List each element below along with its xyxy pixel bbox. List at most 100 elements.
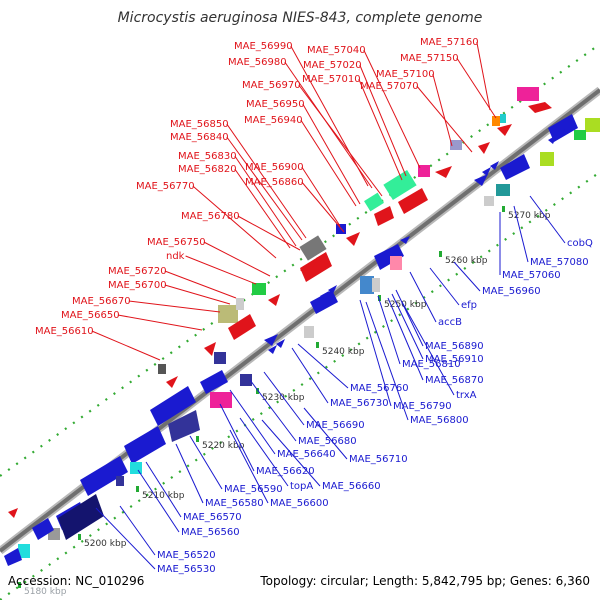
- gene-label: MAE_56780: [181, 211, 240, 222]
- gene-label: ndk: [166, 251, 185, 262]
- gene-label: MAE_56680: [298, 436, 357, 447]
- tick-mark: [78, 534, 81, 540]
- gene-label: MAE_56640: [277, 449, 336, 460]
- gene-label: MAE_56810: [402, 359, 461, 370]
- feature-block: [540, 152, 554, 166]
- tick-label: 5260 kbp: [445, 256, 488, 266]
- leader-line: [409, 271, 437, 323]
- feature-arrow: [374, 206, 394, 226]
- leader-line: [290, 45, 369, 187]
- map-title: Microcystis aeruginosa NIES-843, complet…: [117, 10, 483, 26]
- leader-line: [239, 417, 289, 487]
- feature-arrow: [497, 124, 512, 136]
- gene-label: MAE_56850: [170, 119, 229, 130]
- feature-block: [252, 283, 266, 295]
- feature-arrow: [320, 291, 329, 300]
- leader-line: [119, 505, 156, 556]
- leader-line: [263, 371, 305, 426]
- feature-arrow: [4, 548, 22, 566]
- leader-line: [234, 155, 297, 247]
- gene-label: MAE_56750: [147, 237, 206, 248]
- leader-line: [226, 123, 307, 239]
- tick-mark: [316, 342, 319, 348]
- gene-label: MAE_56910: [425, 354, 484, 365]
- gene-label: MAE_56830: [178, 151, 237, 162]
- feature-block: [214, 352, 226, 364]
- gene-label: MAE_57020: [303, 60, 362, 71]
- feature-arrow: [316, 253, 325, 262]
- feature-arrow: [8, 508, 18, 518]
- leader-line: [164, 284, 231, 305]
- gene-label: MAE_56860: [245, 177, 304, 188]
- leader-line: [377, 295, 401, 365]
- leader-line: [416, 85, 473, 153]
- reverse-features: [4, 114, 600, 566]
- tick-mark: [502, 206, 505, 212]
- gene-label: MAE_56700: [108, 280, 167, 291]
- tick-label: 5220 kbp: [202, 441, 245, 451]
- gene-label: trxA: [456, 390, 477, 401]
- forward-features: [8, 87, 552, 518]
- feature-arrow: [150, 386, 196, 426]
- feature-block: [500, 114, 506, 123]
- gene-label: MAE_56960: [482, 286, 541, 297]
- leader-line: [95, 507, 156, 570]
- feature-arrow: [276, 339, 285, 348]
- gene-label: MAE_56710: [349, 454, 408, 465]
- feature-arrow: [300, 252, 332, 282]
- feature-block: [418, 165, 430, 177]
- gene-label: accB: [438, 317, 462, 328]
- feature-arrow: [548, 135, 557, 144]
- gene-label: MAE_56990: [234, 41, 293, 52]
- gene-label: MAE_56820: [178, 164, 237, 175]
- gene-label: MAE_57040: [307, 45, 366, 56]
- tick-label: 5270 kbp: [508, 211, 551, 221]
- feature-block: [130, 462, 142, 474]
- feature-block: [360, 276, 374, 294]
- feature-arrow: [312, 297, 321, 306]
- leader-line: [456, 57, 497, 119]
- gene-label: MAE_56650: [61, 310, 120, 321]
- feature-block: [574, 130, 586, 140]
- gene-label: MAE_56840: [170, 132, 229, 143]
- gene-label: MAE_56730: [330, 398, 389, 409]
- feature-arrow: [204, 342, 216, 356]
- forward-label-layer: MAE_56990 MAE_57040 MAE_57160 MAE_56980 MAE_…: [35, 37, 497, 361]
- leader-line: [365, 301, 409, 421]
- leader-line: [297, 343, 349, 389]
- feature-block: [210, 392, 232, 408]
- leader-line: [164, 270, 237, 299]
- leader-line: [175, 443, 204, 504]
- leader-line: [237, 215, 301, 251]
- feature-block: [492, 116, 500, 126]
- leader-line: [229, 429, 269, 504]
- inner-guide-line: [0, 171, 600, 600]
- feature-arrow: [400, 236, 410, 244]
- feature-arrow: [556, 129, 565, 138]
- feature-arrow: [328, 285, 337, 294]
- gene-label: MAE_56670: [72, 296, 131, 307]
- leader-line: [387, 297, 424, 381]
- feature-block: [496, 184, 510, 196]
- feature-block: [383, 169, 417, 201]
- gene-label: MAE_56530: [157, 564, 216, 575]
- tick-mark: [196, 436, 199, 442]
- leader-line: [234, 168, 291, 249]
- feature-block: [585, 118, 600, 132]
- leader-line: [145, 461, 182, 518]
- leader-line: [363, 49, 421, 169]
- gene-label: MAE_56970: [242, 80, 301, 91]
- feature-block: [158, 364, 166, 374]
- tick-label: 5210 kbp: [142, 491, 185, 501]
- leader-line: [189, 435, 223, 490]
- tick-label: 5180 kbp: [24, 587, 67, 597]
- feature-arrow: [482, 167, 491, 176]
- feature-arrow: [32, 518, 54, 540]
- gene-label: MAE_56870: [425, 375, 484, 386]
- feature-arrow: [80, 456, 128, 496]
- leader-line: [301, 181, 345, 233]
- feature-arrow: [548, 114, 578, 142]
- leader-line: [249, 379, 297, 442]
- leader-line: [301, 166, 341, 227]
